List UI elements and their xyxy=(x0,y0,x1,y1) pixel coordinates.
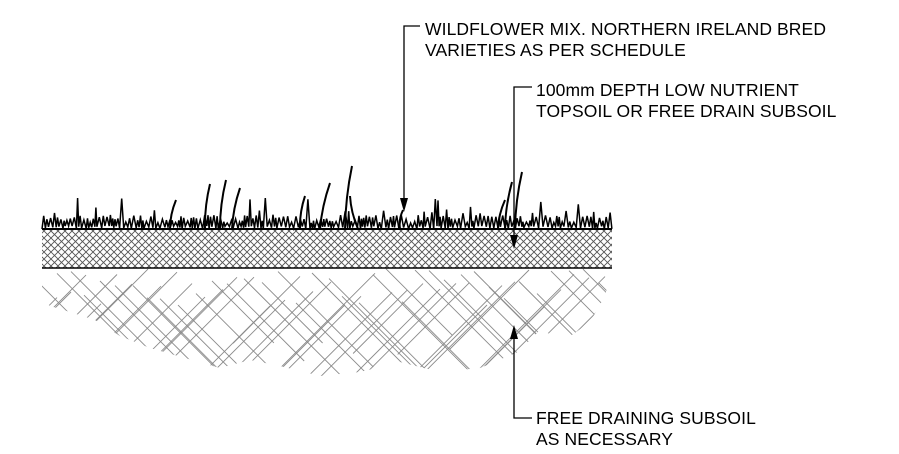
wildflower-grass xyxy=(41,197,613,232)
wildflower-tall-blades xyxy=(169,165,523,230)
topsoil-leader xyxy=(510,86,532,249)
topsoil-note: 100mm DEPTH LOW NUTRIENT TOPSOIL OR FREE… xyxy=(536,80,836,122)
arrowhead-icon xyxy=(510,235,518,249)
wildflower-note: WILDFLOWER MIX. NORTHERN IRELAND BRED VA… xyxy=(425,19,899,61)
subsoil-note-line1: FREE DRAINING SUBSOIL xyxy=(536,408,756,428)
arrowhead-icon xyxy=(400,198,408,212)
wildflower-leader xyxy=(400,25,420,212)
topsoil-hatch xyxy=(42,229,612,268)
wildflower-note-line2: VARIETIES AS PER SCHEDULE xyxy=(425,40,686,60)
subsoil-leader xyxy=(510,325,532,419)
topsoil-note-line2: TOPSOIL OR FREE DRAIN SUBSOIL xyxy=(536,101,837,121)
topsoil-note-line1: 100mm DEPTH LOW NUTRIENT xyxy=(536,80,799,100)
subsoil-note: FREE DRAINING SUBSOIL AS NECESSARY xyxy=(536,408,756,450)
arrowhead-icon xyxy=(510,325,518,339)
subsoil-note-line2: AS NECESSARY xyxy=(536,429,674,449)
wildflower-note-line1: WILDFLOWER MIX. NORTHERN IRELAND BRED xyxy=(425,19,827,39)
